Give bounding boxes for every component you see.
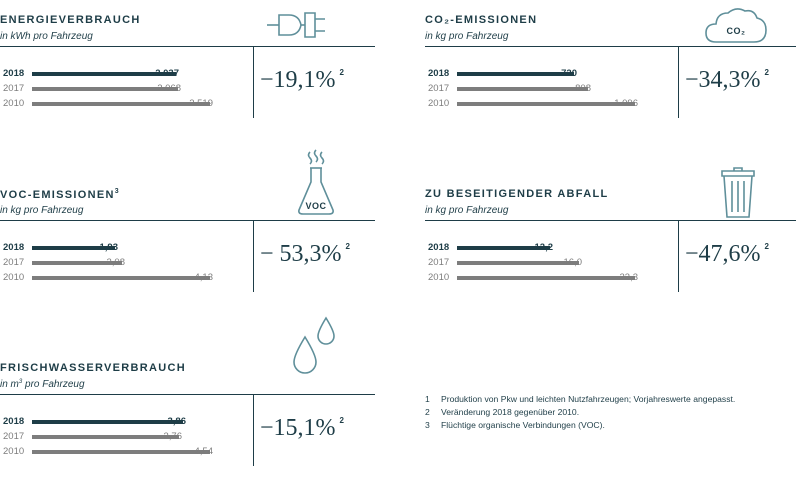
year-label: 2010 xyxy=(3,272,25,283)
footnotes: 1 Produktion von Pkw und leichten Nutzfah… xyxy=(425,394,735,433)
year-label: 2017 xyxy=(428,257,450,268)
value-label: 12,2 xyxy=(534,242,554,253)
change-footnote-mark: 2 xyxy=(339,68,344,77)
bar xyxy=(32,72,176,76)
bar-group: 2018 12,2 2017 16,0 2010 23,3 xyxy=(425,242,675,290)
bar-group: 2018 720 2017 808 2010 1.096 xyxy=(425,68,675,116)
value-label: 1.096 xyxy=(614,98,638,109)
chart-unit: in m3 pro Fahrzeug xyxy=(0,379,85,390)
year-label: 2010 xyxy=(428,98,450,109)
bar xyxy=(32,276,210,280)
flask-voc-icon: VOC xyxy=(296,148,336,218)
chart-title: FRISCHWASSERVERBRAUCH xyxy=(0,362,186,374)
bar-group: 2018 1,93 2017 2,08 2010 4,13 xyxy=(0,242,250,290)
bar xyxy=(457,276,635,280)
value-label: 2,08 xyxy=(106,257,126,268)
chart-unit: in kg pro Fahrzeug xyxy=(425,31,509,42)
vertical-divider xyxy=(678,221,679,292)
change-percentage: −34,3% 2 xyxy=(685,67,769,93)
icon-label: VOC xyxy=(305,201,327,211)
bar-group: 2018 3,86 2017 3,76 2010 4,54 xyxy=(0,416,250,464)
year-label: 2018 xyxy=(428,242,450,253)
change-footnote-mark: 2 xyxy=(345,242,350,251)
change-percentage: −19,1% 2 xyxy=(260,67,344,93)
title-footnote-mark: 3 xyxy=(114,188,119,195)
bar xyxy=(32,87,178,91)
value-label: 23,3 xyxy=(619,272,639,283)
year-label: 2010 xyxy=(3,446,25,457)
bar xyxy=(32,261,122,265)
vertical-divider xyxy=(253,221,254,292)
year-label: 2010 xyxy=(3,98,25,109)
value-label: 2.519 xyxy=(189,98,213,109)
year-label: 2017 xyxy=(3,431,25,442)
value-label: 808 xyxy=(575,83,591,94)
value-label: 1,93 xyxy=(99,242,119,253)
divider-line xyxy=(425,220,796,221)
value-label: 3,86 xyxy=(167,416,187,427)
water-drops-icon xyxy=(292,315,342,377)
year-label: 2010 xyxy=(428,272,450,283)
plug-icon xyxy=(265,5,327,45)
chart-title: ZU BESEITIGENDER ABFALL xyxy=(425,188,609,200)
chart-unit: in kWh pro Fahrzeug xyxy=(0,31,93,42)
value-label: 4,13 xyxy=(194,272,214,283)
chart-panel-2: CO₂-EMISSIONEN in kg pro Fahrzeug CO₂ 2018 7… xyxy=(425,0,796,148)
value-label: 2.068 xyxy=(157,83,181,94)
year-label: 2018 xyxy=(3,416,25,427)
unit-superscript: 3 xyxy=(18,379,23,385)
value-label: 2.037 xyxy=(155,68,179,79)
bar xyxy=(457,72,574,76)
cloud-co2-icon: CO₂ xyxy=(704,4,768,46)
year-label: 2018 xyxy=(3,68,25,79)
bar xyxy=(32,420,183,424)
value-label: 16,0 xyxy=(563,257,583,268)
value-label: 3,76 xyxy=(163,431,183,442)
icon-label: CO₂ xyxy=(726,26,746,36)
change-percentage: −47,6% 2 xyxy=(685,241,769,267)
year-label: 2018 xyxy=(428,68,450,79)
vertical-divider xyxy=(678,47,679,118)
year-label: 2017 xyxy=(3,83,25,94)
year-label: 2017 xyxy=(428,83,450,94)
chart-panel-3: VOC-EMISSIONEN3 in kg pro Fahrzeug VOC 2018… xyxy=(0,149,375,322)
year-label: 2017 xyxy=(3,257,25,268)
divider-line xyxy=(0,46,375,47)
bar-group: 2018 2.037 2017 2.068 2010 2.519 xyxy=(0,68,250,116)
chart-panel-4: ZU BESEITIGENDER ABFALL in kg pro Fahrzeu… xyxy=(425,167,796,322)
bar xyxy=(457,261,579,265)
year-label: 2018 xyxy=(3,242,25,253)
chart-title: ENERGIEVERBRAUCH xyxy=(0,14,141,26)
change-footnote-mark: 2 xyxy=(339,416,344,425)
change-percentage: −15,1% 2 xyxy=(260,415,344,441)
chart-title: VOC-EMISSIONEN3 xyxy=(0,188,119,201)
change-percentage: − 53,3% 2 xyxy=(260,241,350,267)
trash-bin-icon xyxy=(718,163,758,220)
vertical-divider xyxy=(253,47,254,118)
bar xyxy=(32,246,115,250)
bar xyxy=(457,102,635,106)
bar xyxy=(457,87,588,91)
bar xyxy=(32,102,210,106)
bar xyxy=(32,435,179,439)
divider-line xyxy=(0,220,375,221)
divider-line xyxy=(0,394,375,395)
chart-panel-1: ENERGIEVERBRAUCH in kWh pro Fahrzeug 2018 2… xyxy=(0,0,375,148)
value-label: 4,54 xyxy=(194,446,214,457)
chart-panel-5: FRISCHWASSERVERBRAUCH in m3 pro Fahrzeug 2… xyxy=(0,316,375,496)
change-footnote-mark: 2 xyxy=(764,242,769,251)
vertical-divider xyxy=(253,395,254,466)
change-footnote-mark: 2 xyxy=(764,68,769,77)
chart-title: CO₂-EMISSIONEN xyxy=(425,14,538,26)
chart-unit: in kg pro Fahrzeug xyxy=(425,205,509,216)
value-label: 720 xyxy=(561,68,577,79)
bar xyxy=(32,450,210,454)
footnote-2: 2 Veränderung 2018 gegenüber 2010. xyxy=(425,407,580,417)
footnote-1: 1 Produktion von Pkw und leichten Nutzfah… xyxy=(425,394,736,404)
divider-line xyxy=(425,46,796,47)
footnote-3: 3 Flüchtige organische Verbindungen (VOC)… xyxy=(425,420,605,430)
chart-unit: in kg pro Fahrzeug xyxy=(0,205,84,216)
bar xyxy=(457,246,550,250)
